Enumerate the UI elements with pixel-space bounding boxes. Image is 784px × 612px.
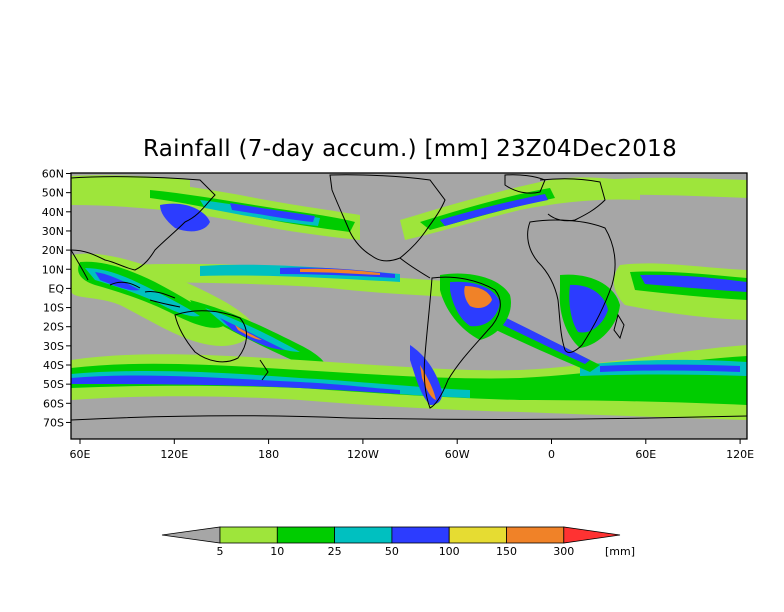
colorbar <box>161 526 621 544</box>
lat-tick-label: 20S <box>43 321 64 334</box>
lat-tick-label: 60N <box>42 168 64 181</box>
lon-tick-label: 120W <box>347 448 379 461</box>
lon-tick-label: 120E <box>160 448 188 461</box>
colorbar-threshold-label: 100 <box>439 545 460 558</box>
lat-tick-label: 10S <box>43 302 64 315</box>
colorbar-cell <box>506 526 565 544</box>
colorbar-cell <box>448 526 507 544</box>
lon-tick-label: 180 <box>258 448 279 461</box>
colorbar-cell <box>219 526 278 544</box>
lat-tick-label: 60S <box>43 397 64 410</box>
lon-tick-label: 60W <box>445 448 470 461</box>
colorbar-threshold-label: 50 <box>385 545 399 558</box>
lon-tick-marks <box>79 439 741 444</box>
lat-tick-label: 50S <box>43 378 64 391</box>
lat-tick-marks <box>66 173 71 423</box>
lat-tick-label: 10N <box>42 263 64 276</box>
lon-tick-label: 0 <box>548 448 555 461</box>
colorbar-cell <box>563 526 621 544</box>
colorbar-cell <box>276 526 335 544</box>
colorbar-cell <box>334 526 393 544</box>
lon-tick-labels: 60E 120E 180 120W 60W 0 60E 120E <box>70 448 755 461</box>
colorbar-unit: [mm] <box>605 545 635 558</box>
colorbar-cell <box>161 526 221 544</box>
lat-tick-label: 70S <box>43 416 64 429</box>
map-title: Rainfall (7-day accum.) [mm] 23Z04Dec201… <box>143 136 677 162</box>
colorbar-threshold-label: 300 <box>553 545 574 558</box>
lat-tick-label: 40S <box>43 359 64 372</box>
colorbar-labels: 5 10 25 50 100 150 300 <box>217 545 575 558</box>
colorbar-cell <box>391 526 450 544</box>
map-frame <box>70 172 748 440</box>
colorbar-threshold-label: 5 <box>217 545 224 558</box>
coastlines <box>71 174 747 421</box>
lat-tick-label: 20N <box>42 244 64 257</box>
lat-tick-label: EQ <box>48 282 64 295</box>
lon-tick-label: 60E <box>70 448 91 461</box>
lon-tick-label: 60E <box>635 448 656 461</box>
colorbar-threshold-label: 10 <box>270 545 284 558</box>
colorbar-threshold-label: 25 <box>328 545 342 558</box>
lat-tick-labels: 60N 50N 40N 30N 20N 10N EQ 10S 20S 30S 40S 50S 60S 70… <box>42 168 65 430</box>
colorbar-threshold-label: 150 <box>496 545 517 558</box>
lat-tick-label: 40N <box>42 206 64 219</box>
lat-tick-label: 30S <box>43 340 64 353</box>
lat-tick-label: 30N <box>42 225 64 238</box>
rainfall-field <box>71 175 747 420</box>
lat-tick-label: 50N <box>42 187 64 200</box>
lon-tick-label: 120E <box>726 448 754 461</box>
